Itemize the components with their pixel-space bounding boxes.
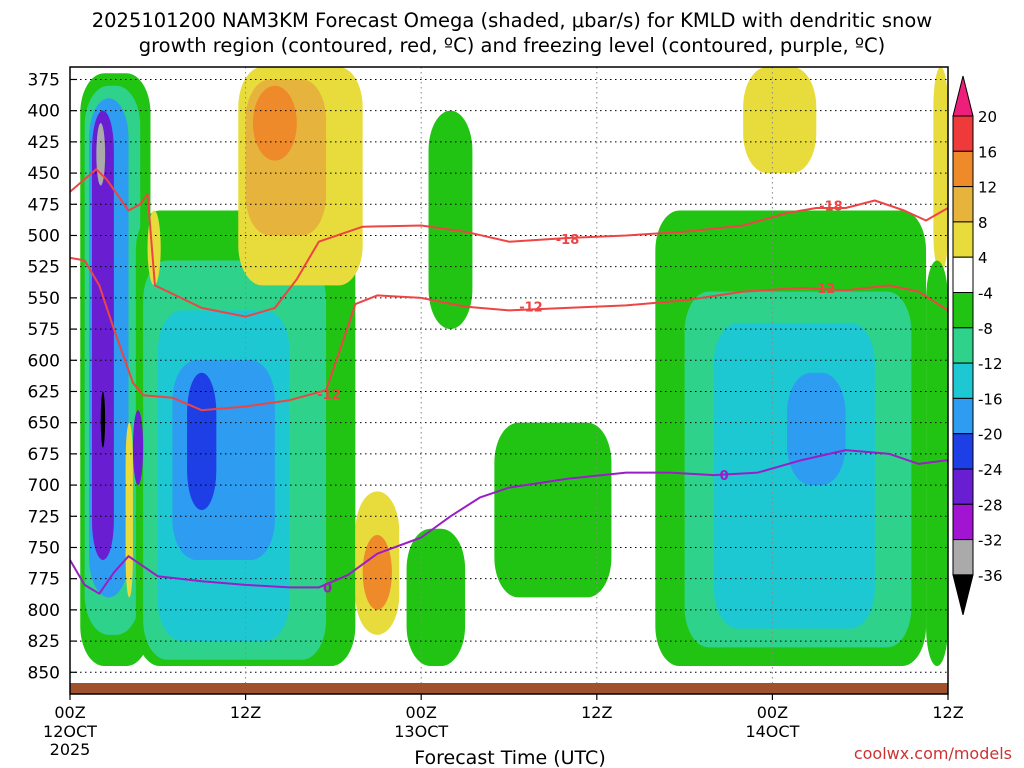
contour-lines-layer bbox=[70, 168, 948, 595]
colorbar-label: 16 bbox=[978, 143, 997, 161]
colorbar-label: -20 bbox=[978, 426, 1003, 444]
colorbar-label: -8 bbox=[978, 320, 993, 338]
x-tick-label: 12Z bbox=[230, 703, 261, 722]
y-tick-label: 475 bbox=[28, 195, 60, 215]
colorbar-bin bbox=[952, 256, 974, 294]
grid-layer bbox=[70, 67, 948, 691]
omega-region-mid-green-column bbox=[428, 110, 473, 330]
colorbar-top-arrow bbox=[952, 75, 974, 117]
contour-label: 0 bbox=[323, 581, 332, 596]
y-tick-label: 700 bbox=[28, 476, 60, 496]
y-tick-label: 400 bbox=[28, 102, 60, 122]
omega-region-lowlevel-green-1 bbox=[406, 528, 466, 667]
colorbar-label: 12 bbox=[978, 179, 997, 197]
colorbar-label: -24 bbox=[978, 461, 1003, 479]
plot-frame bbox=[69, 66, 949, 695]
omega-shading-layer bbox=[80, 67, 948, 667]
colorbar-bin bbox=[952, 150, 974, 188]
colorbar-label: 20 bbox=[978, 108, 997, 126]
x-tick-label: 00Z bbox=[54, 703, 85, 722]
y-tick-label: 775 bbox=[28, 570, 60, 590]
x-tick-label: 12Z bbox=[932, 703, 963, 722]
y-tick-label: 550 bbox=[28, 289, 60, 309]
contour-line-freezing bbox=[70, 449, 948, 595]
colorbar-label: -16 bbox=[978, 390, 1003, 408]
omega-region-yellow-band-1 bbox=[125, 422, 133, 598]
chart-title-line1: 2025101200 NAM3KM Forecast Omega (shaded… bbox=[92, 9, 933, 32]
colorbar-bin bbox=[952, 503, 974, 541]
x-tick-date: 13OCT bbox=[394, 722, 448, 741]
omega-region-day2-upper-yellow bbox=[743, 67, 817, 174]
omega-region-day2-upper-yellow-2 bbox=[933, 67, 948, 273]
y-tick-label: 725 bbox=[28, 507, 60, 527]
x-tick-label: 12Z bbox=[581, 703, 612, 722]
omega-region-late-green bbox=[926, 260, 948, 667]
x-tick-date: 14OCT bbox=[745, 722, 799, 741]
omega-region-day2-blue bbox=[787, 372, 846, 486]
credit-text: coolwx.com/models bbox=[854, 744, 1012, 763]
colorbar-bin bbox=[952, 539, 974, 576]
x-tick-date: 12OCT bbox=[43, 722, 97, 741]
chart-title-line2: growth region (contoured, red, ºC) and f… bbox=[139, 34, 886, 57]
omega-region-upper-downward-orange bbox=[252, 85, 297, 161]
colorbar-bottom-arrow bbox=[952, 574, 974, 616]
contour-line-minus18 bbox=[70, 168, 948, 318]
contour-labels-layer: -18 -18 -12 -12 -12 0 0 bbox=[317, 200, 843, 597]
contour-label: -12 bbox=[317, 388, 341, 403]
y-tick-label: 450 bbox=[28, 164, 60, 184]
colorbar-bin bbox=[952, 115, 974, 152]
omega-region-morning-purple bbox=[132, 410, 144, 486]
contour-line-minus12 bbox=[70, 256, 948, 412]
colorbar-bin bbox=[952, 292, 974, 329]
colorbar-bin bbox=[952, 468, 974, 505]
x-tick-year: 2025 bbox=[50, 740, 91, 759]
omega-region-morning-core-blue bbox=[187, 372, 217, 511]
y-tick-label: 825 bbox=[28, 632, 60, 652]
omega-region-day2-cyan bbox=[713, 322, 875, 629]
contour-label: -18 bbox=[556, 233, 580, 248]
y-tick-label: 600 bbox=[28, 351, 60, 371]
colorbar-bin bbox=[952, 362, 974, 399]
colorbar-label: -32 bbox=[978, 532, 1003, 550]
y-tick-label: 675 bbox=[28, 445, 60, 465]
y-axis: 375 400 425 450 475 500 525 550 575 600 625 650 675 7… bbox=[28, 70, 77, 683]
omega-region-lowlevel-green-2 bbox=[494, 422, 612, 598]
ground-surface bbox=[70, 683, 948, 694]
y-tick-label: 525 bbox=[28, 258, 60, 278]
colorbar-bin bbox=[952, 186, 974, 223]
omega-region-early-core-gray bbox=[96, 123, 106, 186]
omega-region-early-strong-upward-purple bbox=[91, 110, 114, 560]
colorbar: 20 16 12 8 4 -4 -8 -12 -16 -20 -24 -28 -32 -36 bbox=[952, 75, 1003, 616]
y-tick-label: 850 bbox=[28, 663, 60, 683]
colorbar-bin bbox=[952, 397, 974, 435]
x-tick-label: 00Z bbox=[757, 703, 788, 722]
y-tick-label: 650 bbox=[28, 414, 60, 434]
x-axis-title: Forecast Time (UTC) bbox=[414, 747, 605, 768]
y-tick-label: 425 bbox=[28, 133, 60, 153]
contour-label: 0 bbox=[720, 469, 729, 484]
colorbar-bin bbox=[952, 327, 974, 364]
colorbar-label: -4 bbox=[978, 285, 993, 303]
y-tick-label: 375 bbox=[28, 70, 60, 90]
colorbar-label: 4 bbox=[978, 249, 988, 267]
contour-label: -12 bbox=[519, 301, 543, 316]
y-tick-label: 575 bbox=[28, 320, 60, 340]
x-tick-label: 00Z bbox=[406, 703, 437, 722]
colorbar-label: -28 bbox=[978, 496, 1003, 514]
y-tick-label: 800 bbox=[28, 601, 60, 621]
contour-label: -12 bbox=[812, 282, 836, 297]
y-tick-label: 500 bbox=[28, 226, 60, 246]
colorbar-label: -12 bbox=[978, 355, 1003, 373]
omega-region-early-core-black bbox=[100, 391, 106, 448]
colorbar-label: 8 bbox=[978, 214, 988, 232]
colorbar-label: -36 bbox=[978, 567, 1003, 585]
colorbar-bin bbox=[952, 221, 974, 258]
y-tick-label: 625 bbox=[28, 382, 60, 402]
contour-label: -18 bbox=[819, 200, 843, 215]
omega-region-low-downward-orange bbox=[362, 535, 392, 610]
colorbar-bin bbox=[952, 433, 974, 470]
y-tick-label: 750 bbox=[28, 538, 60, 558]
